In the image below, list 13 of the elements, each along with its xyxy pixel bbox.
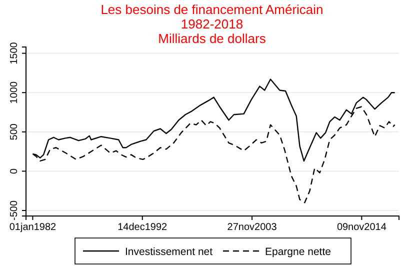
legend-label: Epargne nette <box>265 246 332 258</box>
x-tick-label: 09nov2014 <box>336 222 387 234</box>
y-tick-label: 1000 <box>9 81 20 104</box>
y-tick-label: 500 <box>9 123 20 140</box>
y-tick-label: 0 <box>9 168 20 174</box>
y-tick-label: -500 <box>9 200 20 221</box>
legend-label: Investissement net <box>125 246 213 258</box>
x-tick-label: 27nov2003 <box>227 222 278 234</box>
y-tick-label: 1500 <box>9 42 20 64</box>
x-tick-label: 14dec1992 <box>118 222 168 234</box>
x-tick-label: 01jan1982 <box>9 222 57 234</box>
chart-subtitle: 1982-2018 Milliards de dollars <box>158 16 266 46</box>
chart-title: Les besoins de financement Américain <box>100 2 324 17</box>
